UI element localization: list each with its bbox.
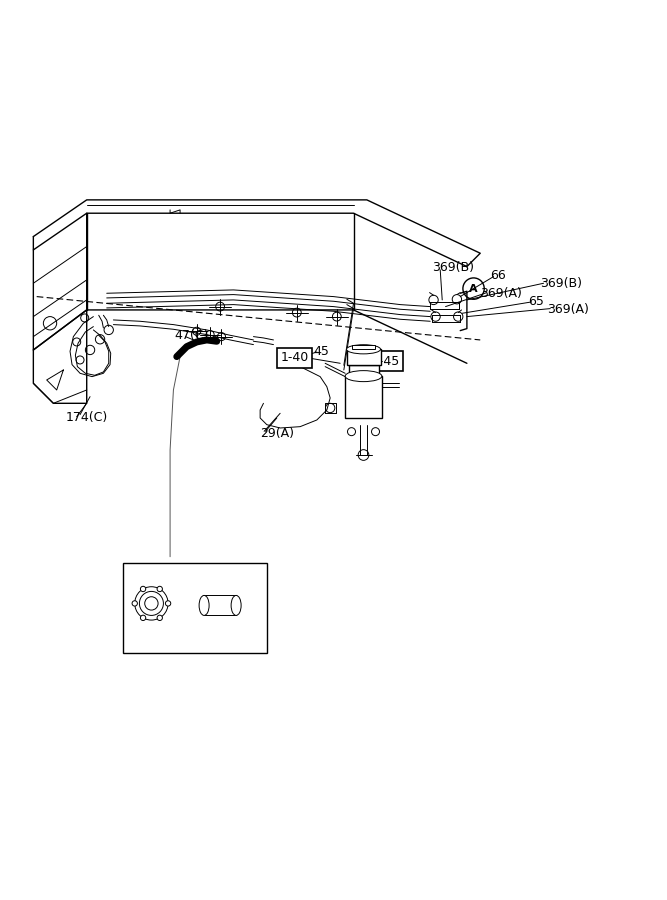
Text: A: A bbox=[470, 284, 478, 293]
Text: 66: 66 bbox=[490, 269, 506, 282]
Text: 369(B): 369(B) bbox=[540, 277, 582, 290]
Circle shape bbox=[135, 587, 168, 620]
Text: 231(A): 231(A) bbox=[153, 629, 195, 642]
Text: 29(A): 29(A) bbox=[260, 427, 294, 440]
Text: 65: 65 bbox=[528, 295, 544, 309]
Text: 1-45: 1-45 bbox=[372, 355, 400, 368]
Circle shape bbox=[132, 600, 137, 606]
Circle shape bbox=[157, 616, 163, 620]
Text: 369(B): 369(B) bbox=[432, 261, 474, 274]
Text: 174(C): 174(C) bbox=[65, 411, 107, 425]
Bar bbox=[349, 364, 379, 376]
Bar bbox=[347, 349, 381, 364]
Text: 61: 61 bbox=[143, 618, 159, 631]
Text: 47(C): 47(C) bbox=[175, 328, 209, 342]
Circle shape bbox=[140, 586, 146, 591]
Ellipse shape bbox=[199, 596, 209, 616]
Text: 369(A): 369(A) bbox=[480, 287, 522, 300]
Circle shape bbox=[140, 616, 145, 620]
Bar bbox=[204, 596, 236, 616]
Bar bbox=[346, 376, 382, 418]
Text: 1-40: 1-40 bbox=[281, 352, 309, 365]
FancyBboxPatch shape bbox=[123, 563, 267, 653]
Ellipse shape bbox=[347, 345, 381, 354]
Circle shape bbox=[157, 586, 163, 591]
Ellipse shape bbox=[231, 596, 241, 616]
Circle shape bbox=[165, 600, 171, 606]
Bar bbox=[352, 345, 376, 349]
Ellipse shape bbox=[346, 371, 382, 382]
Text: 45: 45 bbox=[313, 345, 329, 358]
Text: 369(A): 369(A) bbox=[547, 303, 589, 317]
